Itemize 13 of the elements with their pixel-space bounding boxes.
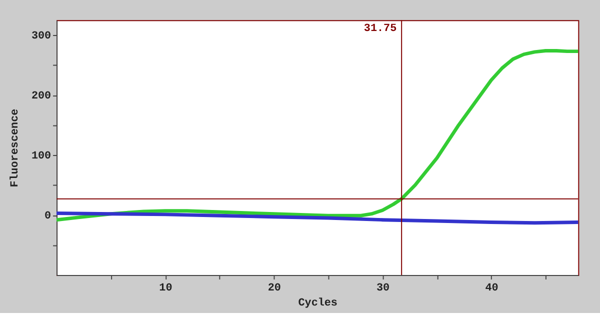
y-tick-label: 200 xyxy=(31,90,52,103)
x-axis-title: Cycles xyxy=(298,297,338,310)
line-series xyxy=(54,48,580,222)
y-axis-title: Fluorescence xyxy=(10,108,22,188)
x-tick-label: 40 xyxy=(485,282,498,294)
x-tick-label: 10 xyxy=(159,282,172,294)
y-tick-label: 0 xyxy=(44,210,52,223)
x-tick-label: 20 xyxy=(268,282,281,294)
y-tick-label: 100 xyxy=(31,150,52,163)
x-tick-label: 30 xyxy=(376,282,390,294)
ref-line-label: 31.75 xyxy=(364,23,397,36)
line-series xyxy=(54,212,580,225)
y-tick-label: 300 xyxy=(31,30,52,43)
